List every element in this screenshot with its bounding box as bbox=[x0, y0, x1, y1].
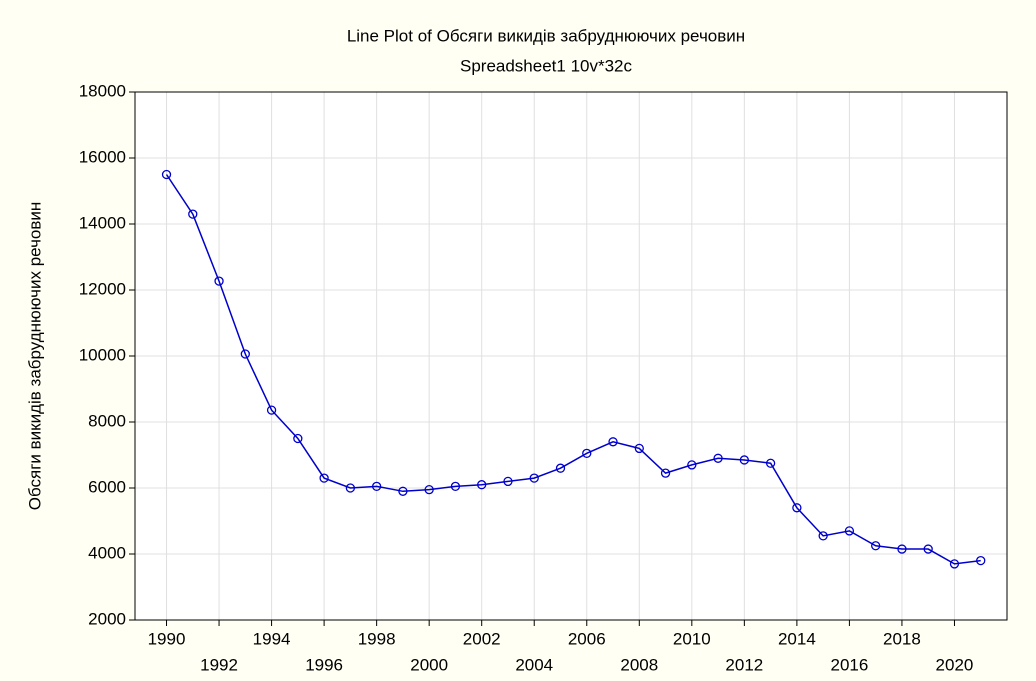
data-point bbox=[582, 448, 592, 459]
data-point bbox=[188, 209, 198, 219]
data-point bbox=[634, 443, 644, 454]
data-point bbox=[608, 437, 618, 447]
data-point bbox=[398, 486, 408, 496]
data-point bbox=[949, 559, 960, 569]
data-point bbox=[555, 463, 566, 473]
x-tick-label: 2006 bbox=[568, 629, 606, 648]
data-point bbox=[792, 503, 802, 513]
data-point bbox=[266, 405, 277, 415]
plot-frame bbox=[134, 91, 1008, 621]
x-tick-label: 2016 bbox=[830, 655, 868, 674]
x-tick-label: 2008 bbox=[620, 655, 658, 674]
data-point bbox=[818, 531, 828, 541]
y-tick-label: 14000 bbox=[79, 213, 126, 232]
x-tick-label: 1998 bbox=[358, 629, 396, 648]
x-tick-label: 2018 bbox=[883, 629, 921, 648]
y-tick-label: 4000 bbox=[88, 543, 126, 562]
data-point bbox=[713, 453, 723, 463]
data-point bbox=[161, 169, 172, 180]
data-point bbox=[424, 484, 434, 495]
chart-subtitle: Spreadsheet1 10v*32c bbox=[460, 56, 633, 75]
data-point bbox=[897, 544, 907, 554]
x-tick-label: 2000 bbox=[410, 655, 448, 674]
y-tick-label: 8000 bbox=[88, 411, 126, 430]
data-point bbox=[214, 276, 224, 286]
data-point bbox=[976, 555, 986, 566]
y-tick-label: 2000 bbox=[88, 609, 126, 628]
x-tick-label: 2012 bbox=[725, 655, 763, 674]
data-point bbox=[319, 473, 329, 483]
x-tick-label: 1990 bbox=[148, 629, 186, 648]
data-point bbox=[660, 468, 671, 478]
y-axis-label: Обсяги викидів забруднюючих речовин bbox=[25, 202, 44, 511]
x-tick-label: 2020 bbox=[936, 655, 974, 674]
data-point bbox=[687, 460, 697, 470]
x-tick-label: 1992 bbox=[200, 655, 238, 674]
data-point bbox=[923, 544, 933, 554]
data-point bbox=[450, 481, 461, 492]
x-tick-label: 1994 bbox=[253, 629, 291, 648]
chart-title: Line Plot of Обсяги викидів забруднюючих… bbox=[347, 26, 745, 45]
y-tick-label: 12000 bbox=[79, 279, 126, 298]
data-point bbox=[765, 458, 776, 468]
y-tick-label: 16000 bbox=[79, 147, 126, 166]
x-tick-label: 2014 bbox=[778, 629, 816, 648]
data-point bbox=[345, 483, 356, 493]
x-tick-label: 2004 bbox=[515, 655, 553, 674]
x-tick-label: 1996 bbox=[305, 655, 343, 674]
x-tick-label: 2010 bbox=[673, 629, 711, 648]
y-tick-label: 18000 bbox=[79, 81, 126, 100]
data-point bbox=[240, 349, 250, 359]
data-point bbox=[477, 480, 487, 490]
y-tick-label: 6000 bbox=[88, 477, 126, 496]
data-point bbox=[371, 481, 382, 492]
data-point bbox=[503, 476, 513, 487]
data-point bbox=[293, 433, 303, 444]
data-point bbox=[844, 526, 855, 536]
x-tick-label: 2002 bbox=[463, 629, 501, 648]
data-point bbox=[529, 473, 539, 483]
data-point bbox=[739, 455, 749, 465]
data-point bbox=[871, 541, 881, 551]
y-tick-label: 10000 bbox=[79, 345, 126, 364]
